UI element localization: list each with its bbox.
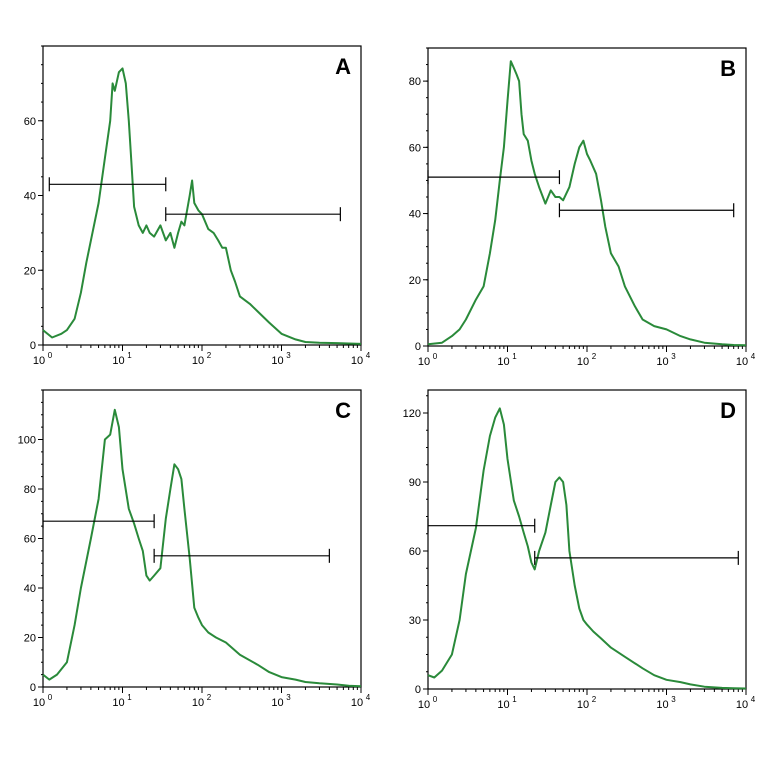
y-tick-label: 60 [24,116,36,128]
gate-marker-2 [165,207,341,222]
y-tick-label: 30 [409,615,421,627]
y-tick-label: 20 [409,275,421,287]
y-tick-label: 40 [24,191,36,203]
histogram-curve [427,60,747,347]
x-tick-exponent: 1 [127,693,132,702]
histogram-curve [427,407,747,690]
x-tick-exponent: 2 [207,693,212,702]
panel-label: D [720,398,736,423]
x-tick-exponent: 4 [366,351,371,360]
x-tick-label: 10 [112,697,124,709]
gate-marker-1 [48,177,167,192]
x-tick-exponent: 1 [127,351,132,360]
panel-label: A [335,54,351,79]
x-tick-label: 10 [418,356,430,368]
x-tick-exponent: 2 [592,695,597,704]
panel-label: C [335,398,351,423]
x-tick-label: 10 [497,699,509,711]
panel-label: B [720,56,736,81]
x-tick-exponent: 1 [512,352,517,361]
y-tick-label: 60 [24,534,36,546]
x-tick-label: 10 [112,355,124,367]
y-tick-label: 0 [30,682,36,694]
x-tick-label: 10 [271,355,283,367]
y-tick-label: 20 [24,633,36,645]
x-tick-label: 10 [351,355,363,367]
histogram-curve [42,408,362,688]
x-tick-exponent: 1 [512,695,517,704]
plot-frame [427,389,747,690]
x-tick-label: 10 [33,697,45,709]
x-tick-label: 10 [497,356,509,368]
plot-frame [42,45,362,346]
y-tick-label: 40 [409,209,421,221]
x-tick-label: 10 [736,699,748,711]
x-tick-label: 10 [271,697,283,709]
y-tick-label: 40 [24,583,36,595]
y-tick-label: 100 [18,435,36,447]
x-tick-label: 10 [33,355,45,367]
y-tick-label: 80 [24,484,36,496]
y-tick-label: 60 [409,142,421,154]
x-tick-label: 10 [577,699,589,711]
y-tick-label: 0 [415,341,421,353]
y-tick-label: 90 [409,477,421,489]
y-tick-label: 120 [403,408,421,420]
x-tick-exponent: 3 [671,695,676,704]
x-tick-label: 10 [418,699,430,711]
gate-marker-1 [427,518,536,533]
gate-marker-1 [42,514,155,529]
x-tick-exponent: 2 [592,352,597,361]
x-tick-label: 10 [656,699,668,711]
x-tick-exponent: 2 [207,351,212,360]
x-tick-exponent: 4 [751,695,756,704]
x-tick-label: 10 [192,355,204,367]
gate-marker-1 [427,170,561,185]
x-tick-exponent: 0 [433,695,438,704]
x-tick-label: 10 [192,697,204,709]
x-tick-exponent: 0 [433,352,438,361]
x-tick-exponent: 4 [366,693,371,702]
x-tick-label: 10 [656,356,668,368]
histogram-curve [42,67,362,345]
y-tick-label: 0 [415,684,421,696]
x-tick-exponent: 4 [751,352,756,361]
x-tick-label: 10 [351,697,363,709]
y-tick-label: 20 [24,265,36,277]
gate-marker-2 [153,548,330,563]
y-tick-label: 80 [409,76,421,88]
x-tick-label: 10 [736,356,748,368]
x-tick-label: 10 [577,356,589,368]
y-tick-label: 60 [409,546,421,558]
gate-marker-2 [558,203,735,218]
x-tick-exponent: 3 [286,693,291,702]
x-tick-exponent: 3 [286,351,291,360]
y-tick-label: 0 [30,340,36,352]
x-tick-exponent: 0 [48,693,53,702]
x-tick-exponent: 0 [48,351,53,360]
gate-marker-2 [534,550,739,565]
x-tick-exponent: 3 [671,352,676,361]
